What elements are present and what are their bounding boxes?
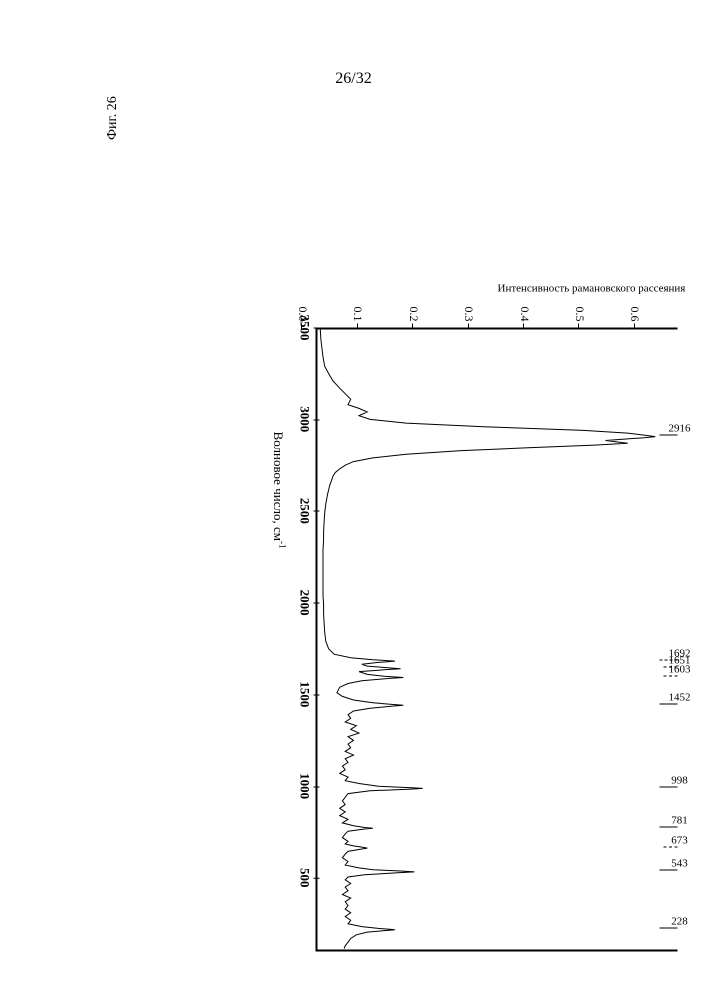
peak-tick-icon	[660, 928, 678, 929]
peak-tick-icon	[660, 826, 678, 827]
peak-tick-icon	[660, 786, 678, 787]
peak-tick-icon	[660, 703, 678, 704]
y-axis-label: Интенсивность рамановского рассеяния	[498, 283, 686, 295]
page: 26/32 Фиг. 26 Интенсивность рамановского…	[0, 0, 707, 1000]
y-tick-label: 0.4	[517, 307, 532, 322]
y-tick-label: 0.6	[627, 307, 642, 322]
peak-label: 543	[671, 858, 688, 870]
peak-label: 1452	[669, 691, 691, 703]
peak-tick-icon	[660, 435, 678, 436]
peak-tick-icon	[664, 675, 678, 677]
x-tick-label: 2500	[297, 498, 313, 524]
peak-label: 998	[671, 774, 688, 786]
y-tick-label: 0.2	[406, 307, 421, 322]
y-tick-label: 0.1	[350, 307, 365, 322]
page-number: 26/32	[0, 70, 707, 88]
peak-label: 228	[671, 916, 688, 928]
x-tick-label: 500	[297, 868, 313, 888]
peak-label: 2916	[669, 423, 691, 435]
x-axis-label-text: Волновое число, см	[271, 432, 286, 541]
peak-tick-icon	[660, 870, 678, 871]
peak-label: 673	[671, 834, 688, 846]
spectrum-line-icon	[318, 330, 678, 950]
x-tick-label: 1000	[297, 773, 313, 799]
x-tick-label: 1500	[297, 681, 313, 707]
x-tick-label: 3500	[297, 315, 313, 341]
raman-spectrum-chart: Интенсивность рамановского рассеяния Вол…	[8, 273, 688, 708]
x-tick-label: 2000	[297, 590, 313, 616]
figure-caption: Фиг. 26	[105, 96, 121, 140]
x-axis-label-sup: -1	[278, 541, 288, 549]
plot-area	[316, 328, 678, 952]
x-tick-label: 3000	[297, 406, 313, 432]
y-tick-label: 0.3	[461, 307, 476, 322]
x-axis-label: Волновое число, см-1	[270, 273, 287, 708]
peak-label: 781	[671, 814, 688, 826]
peak-label: 1603	[669, 663, 691, 675]
peak-tick-icon	[664, 846, 678, 848]
y-tick-label: 0.5	[572, 307, 587, 322]
